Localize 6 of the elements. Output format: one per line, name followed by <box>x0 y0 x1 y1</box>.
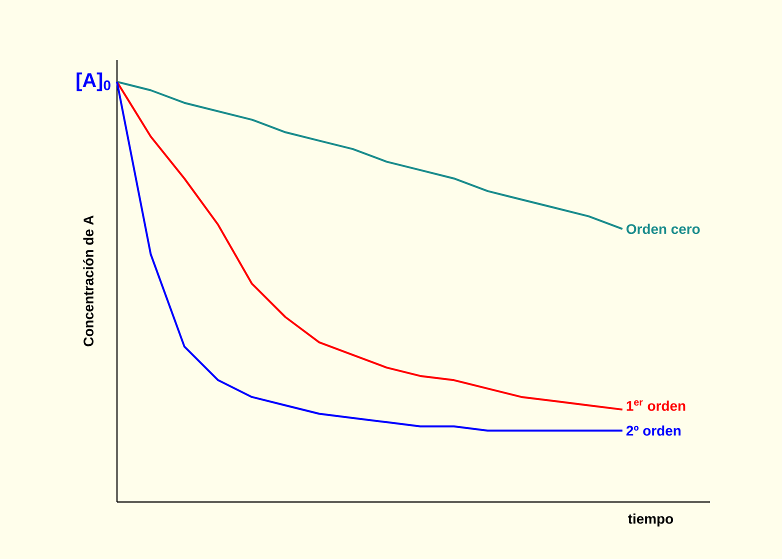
y-axis-title: Concentración de A <box>83 216 94 346</box>
series-label: 2º orden <box>626 425 681 436</box>
annotation: [A]$_{0}$ <box>76 72 110 92</box>
x-axis-title: tiempo <box>628 514 674 527</box>
series-label: Orden cero <box>626 224 700 234</box>
series-label: 1$^{er}$ orden <box>626 400 686 411</box>
